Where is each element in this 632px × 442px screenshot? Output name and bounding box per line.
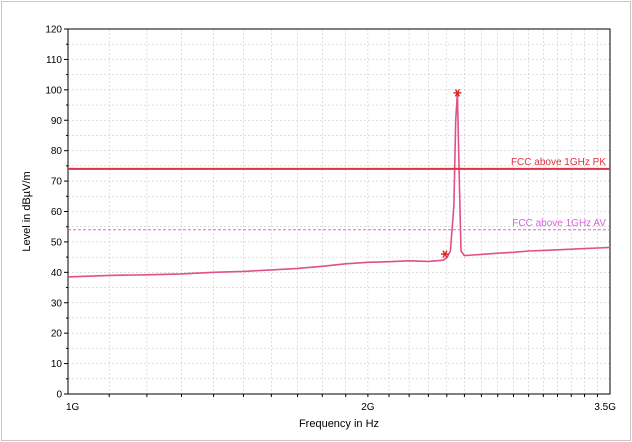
x-tick-label: 2G xyxy=(361,402,375,413)
x-tick-label: 1G xyxy=(66,402,80,413)
measurement-trace xyxy=(67,92,611,278)
y-tick-label: 50 xyxy=(51,237,63,248)
grid-layer xyxy=(68,29,610,394)
y-tick-label: 120 xyxy=(45,25,62,36)
y-tick-label: 30 xyxy=(51,298,63,309)
y-tick-label: 20 xyxy=(51,329,63,340)
marker-layer xyxy=(440,89,462,258)
y-tick-label: 80 xyxy=(51,146,63,157)
y-tick-label: 110 xyxy=(46,55,62,66)
marker-stroke xyxy=(454,89,461,97)
marker-stroke xyxy=(442,250,448,258)
series-layer xyxy=(67,92,611,278)
y-tick-label: 100 xyxy=(45,85,62,96)
axis-layer: 0 10 20 30 40 50 60 70 80 90 100 110 120 1G 2G 3.5G xyxy=(45,25,616,414)
limit-label-pk: FCC above 1GHz PK xyxy=(511,157,606,168)
y-tick-label: 0 xyxy=(56,390,62,401)
y-tick-label: 10 xyxy=(51,359,63,370)
peak-marker xyxy=(453,89,462,97)
limit-label-av: FCC above 1GHz AV xyxy=(512,218,606,229)
peak-marker xyxy=(440,250,449,258)
y-tick-label: 70 xyxy=(51,177,63,188)
y-tick-label: 90 xyxy=(51,116,63,127)
y-tick-label: 40 xyxy=(51,268,63,279)
y-tick-label: 60 xyxy=(51,207,63,218)
x-tick-label: 3.5G xyxy=(594,402,616,413)
x-axis-title: Frequency in Hz xyxy=(299,418,379,430)
label-layer: Frequency in Hz Level in dBµV/m FCC above … xyxy=(21,157,606,430)
y-axis-title: Level in dBµV/m xyxy=(21,171,33,251)
